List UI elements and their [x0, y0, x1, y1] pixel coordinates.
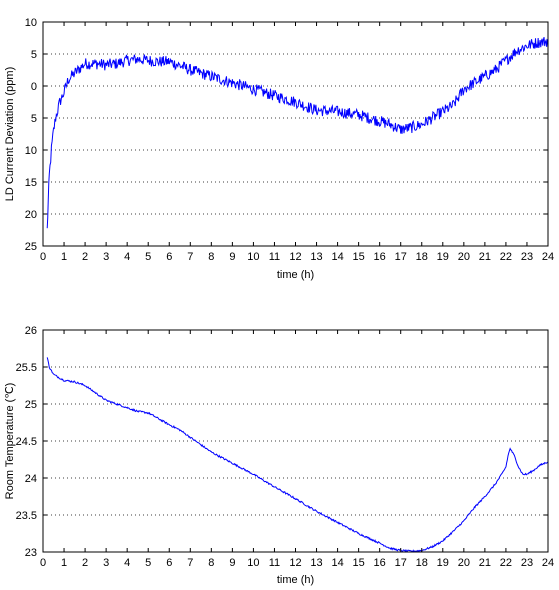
x-tick-label: 20: [458, 557, 470, 569]
y-tick-label: 10: [25, 145, 37, 157]
x-tick-label: 21: [479, 557, 491, 569]
x-tick-label: 0: [40, 557, 46, 569]
x-tick-label: 5: [145, 251, 151, 263]
x-tick-label: 20: [458, 251, 470, 263]
x-tick-label: 24: [542, 557, 554, 569]
series-line-1: [46, 36, 549, 229]
x-tick-label: 9: [229, 251, 235, 263]
x-tick-label: 6: [166, 557, 172, 569]
x-tick-label: 3: [103, 557, 109, 569]
x-tick-label: 16: [374, 251, 386, 263]
y-tick-label: 0: [31, 81, 37, 93]
y-axis-label: Room Temperature (℃): [4, 383, 16, 500]
x-tick-label: 14: [331, 557, 343, 569]
x-tick-label: 16: [374, 557, 386, 569]
x-tick-label: 11: [269, 557, 280, 569]
x-tick-label: 13: [310, 251, 322, 263]
chart-panel-1: 0 1 2 3 4 5 6 7 8 9 10 11 12 13 14 15 16 17 18 19 20 21 22 23 24…: [4, 17, 554, 281]
y-tick-label: 25.5: [16, 362, 37, 374]
x-tick-label: 1: [61, 557, 67, 569]
y-tick-label: 15: [25, 177, 37, 189]
x-tick-label: 18: [416, 557, 428, 569]
x-tick-label: 13: [310, 557, 322, 569]
y-tick-label: 23: [25, 547, 37, 559]
x-tick-label: 6: [166, 251, 172, 263]
x-tick-label: 1: [61, 251, 67, 263]
x-tick-label: 2: [82, 251, 88, 263]
x-tick-label: 9: [229, 557, 235, 569]
chart-panel-2: 0 1 2 3 4 5 6 7 8 9 10 11 12 13 14 15 16 17 18 19 20 21 22 23 24…: [4, 325, 554, 586]
y-tick-label: 25: [25, 241, 37, 253]
x-tick-label: 5: [145, 557, 151, 569]
x-tick-label: 19: [437, 557, 449, 569]
x-tick-label: 7: [187, 557, 193, 569]
x-tick-label: 23: [521, 557, 533, 569]
x-tick-label: 15: [353, 557, 365, 569]
y-tick-label: 24: [25, 473, 37, 485]
x-tick-label: 15: [353, 251, 365, 263]
y-tick-label: 5: [31, 113, 37, 125]
x-tick-label: 7: [187, 251, 193, 263]
x-tick-label: 21: [479, 251, 491, 263]
x-tick-label: 8: [208, 557, 214, 569]
x-tick-label: 22: [500, 557, 512, 569]
x-tick-label: 17: [395, 557, 407, 569]
x-axis-label: time (h): [277, 574, 314, 586]
x-tick-label: 22: [500, 251, 512, 263]
x-tick-label: 12: [289, 557, 301, 569]
x-tick-label: 10: [247, 251, 259, 263]
x-tick-label: 23: [521, 251, 533, 263]
y-tick-label: 5: [31, 49, 37, 61]
x-tick-label: 11: [269, 251, 280, 263]
x-axis-label: time (h): [277, 269, 314, 281]
series-line-1: [46, 357, 549, 553]
y-axis-label: LD Current Deviation (ppm): [4, 67, 16, 202]
x-tick-label: 18: [416, 251, 428, 263]
x-tick-label: 12: [289, 251, 301, 263]
x-tick-label: 14: [331, 251, 343, 263]
x-tick-label: 3: [103, 251, 109, 263]
x-tick-label: 8: [208, 251, 214, 263]
x-tick-label: 10: [247, 557, 259, 569]
y-tick-label: 24.5: [16, 436, 37, 448]
y-tick-label: 25: [25, 399, 37, 411]
x-tick-label: 24: [542, 251, 554, 263]
y-tick-label: 26: [25, 325, 37, 337]
x-tick-label: 0: [40, 251, 46, 263]
y-tick-label: 20: [25, 209, 37, 221]
x-tick-label: 2: [82, 557, 88, 569]
x-tick-label: 17: [395, 251, 407, 263]
x-tick-label: 4: [124, 557, 130, 569]
x-tick-label: 4: [124, 251, 130, 263]
plot-frame: [42, 21, 549, 247]
x-tick-label: 19: [437, 251, 449, 263]
y-tick-label: 23.5: [16, 510, 37, 522]
y-tick-label: 10: [25, 17, 37, 29]
